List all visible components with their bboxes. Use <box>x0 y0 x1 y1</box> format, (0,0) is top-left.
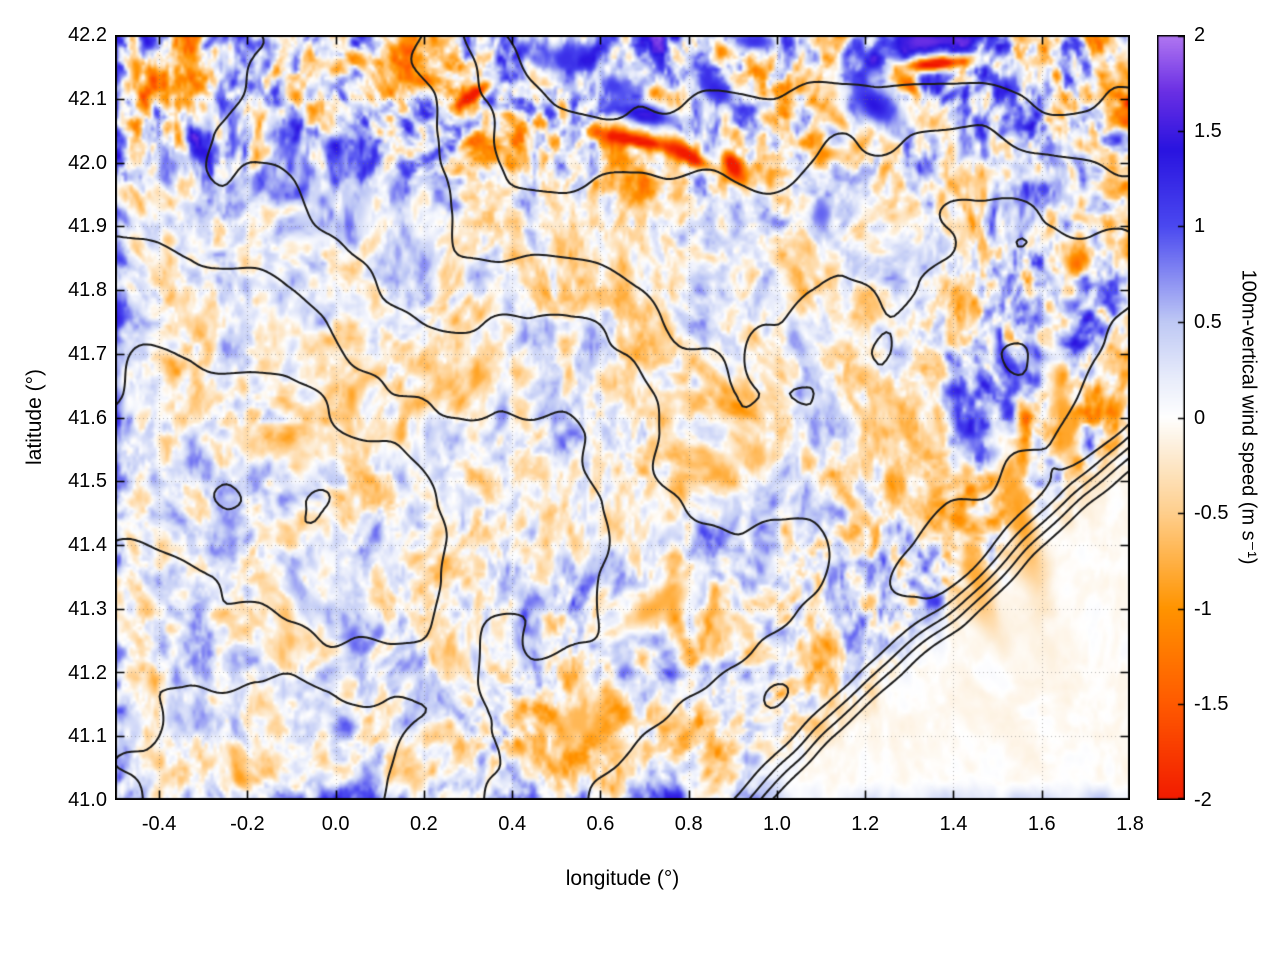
x-tick-label-0.4: 0.4 <box>498 813 527 835</box>
y-tick-label-41.4: 41.4 <box>68 534 107 556</box>
x-tick-label-0.8: 0.8 <box>674 813 703 835</box>
x-tick-label-1.4: 1.4 <box>939 813 968 835</box>
x-tick-label--0.4: -0.4 <box>141 813 177 835</box>
colorbar-tick-label-1: 1 <box>1194 215 1206 238</box>
x-tick-label-1.6: 1.6 <box>1027 813 1056 835</box>
colorbar-tick-label--0.5: -0.5 <box>1194 502 1229 525</box>
heatmap-contour-canvas <box>115 35 1130 800</box>
x-tick-label-0.2: 0.2 <box>410 813 438 835</box>
colorbar-tick-label-1.5: 1.5 <box>1194 119 1222 142</box>
y-tick-label-41.2: 41.2 <box>68 661 107 684</box>
y-tick-label-41.1: 41.1 <box>68 725 107 748</box>
colorbar-tick-label--2: -2 <box>1194 789 1212 811</box>
x-tick-label-1.8: 1.8 <box>1116 813 1144 835</box>
y-tick-label-41.8: 41.8 <box>68 279 107 301</box>
colorbar-tick-label-0.5: 0.5 <box>1194 310 1222 333</box>
x-tick-label-0.6: 0.6 <box>586 813 615 835</box>
y-axis-title: latitude (°) <box>23 369 46 465</box>
colorbar <box>1157 35 1185 800</box>
y-tick-label-41.5: 41.5 <box>68 470 107 493</box>
colorbar-title: 100m-vertical wind speed (m s⁻¹) <box>1237 269 1260 565</box>
plot-area <box>115 35 1130 800</box>
y-tick-label-42.2: 42.2 <box>68 24 107 46</box>
y-tick-label-41.9: 41.9 <box>68 215 107 238</box>
colorbar-tick-label-2: 2 <box>1194 24 1206 46</box>
y-tick-label-42.0: 42.0 <box>68 151 107 174</box>
x-tick-label-1.0: 1.0 <box>763 813 791 835</box>
x-tick-label-1.2: 1.2 <box>851 813 880 835</box>
y-tick-label-41.0: 41.0 <box>68 789 107 811</box>
y-tick-label-41.7: 41.7 <box>68 342 107 365</box>
y-tick-label-42.1: 42.1 <box>68 87 107 110</box>
colorbar-gradient <box>1157 35 1185 800</box>
x-tick-label-0.0: 0.0 <box>321 813 350 835</box>
x-axis-title: longitude (°) <box>565 867 680 890</box>
colorbar-tick-label--1: -1 <box>1194 597 1212 620</box>
x-tick-label--0.2: -0.2 <box>230 813 265 835</box>
y-tick-label-41.3: 41.3 <box>68 597 107 620</box>
colorbar-tick-label--1.5: -1.5 <box>1194 693 1229 716</box>
colorbar-tick-label-0: 0 <box>1194 406 1206 429</box>
